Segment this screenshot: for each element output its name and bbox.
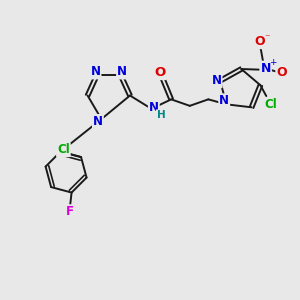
Text: N: N xyxy=(260,61,271,75)
Text: N: N xyxy=(117,65,127,79)
Text: N: N xyxy=(149,101,159,114)
Text: O: O xyxy=(154,66,166,79)
Text: +: + xyxy=(269,58,276,67)
Text: N: N xyxy=(212,74,221,87)
Text: Cl: Cl xyxy=(265,98,278,111)
Text: O: O xyxy=(276,66,287,80)
Text: O: O xyxy=(254,35,265,48)
Text: F: F xyxy=(65,205,74,218)
Text: ⁻: ⁻ xyxy=(264,34,270,44)
Text: N: N xyxy=(91,65,100,79)
Text: N: N xyxy=(219,94,229,107)
Text: H: H xyxy=(157,110,165,120)
Text: N: N xyxy=(93,115,103,128)
Text: Cl: Cl xyxy=(57,143,70,156)
